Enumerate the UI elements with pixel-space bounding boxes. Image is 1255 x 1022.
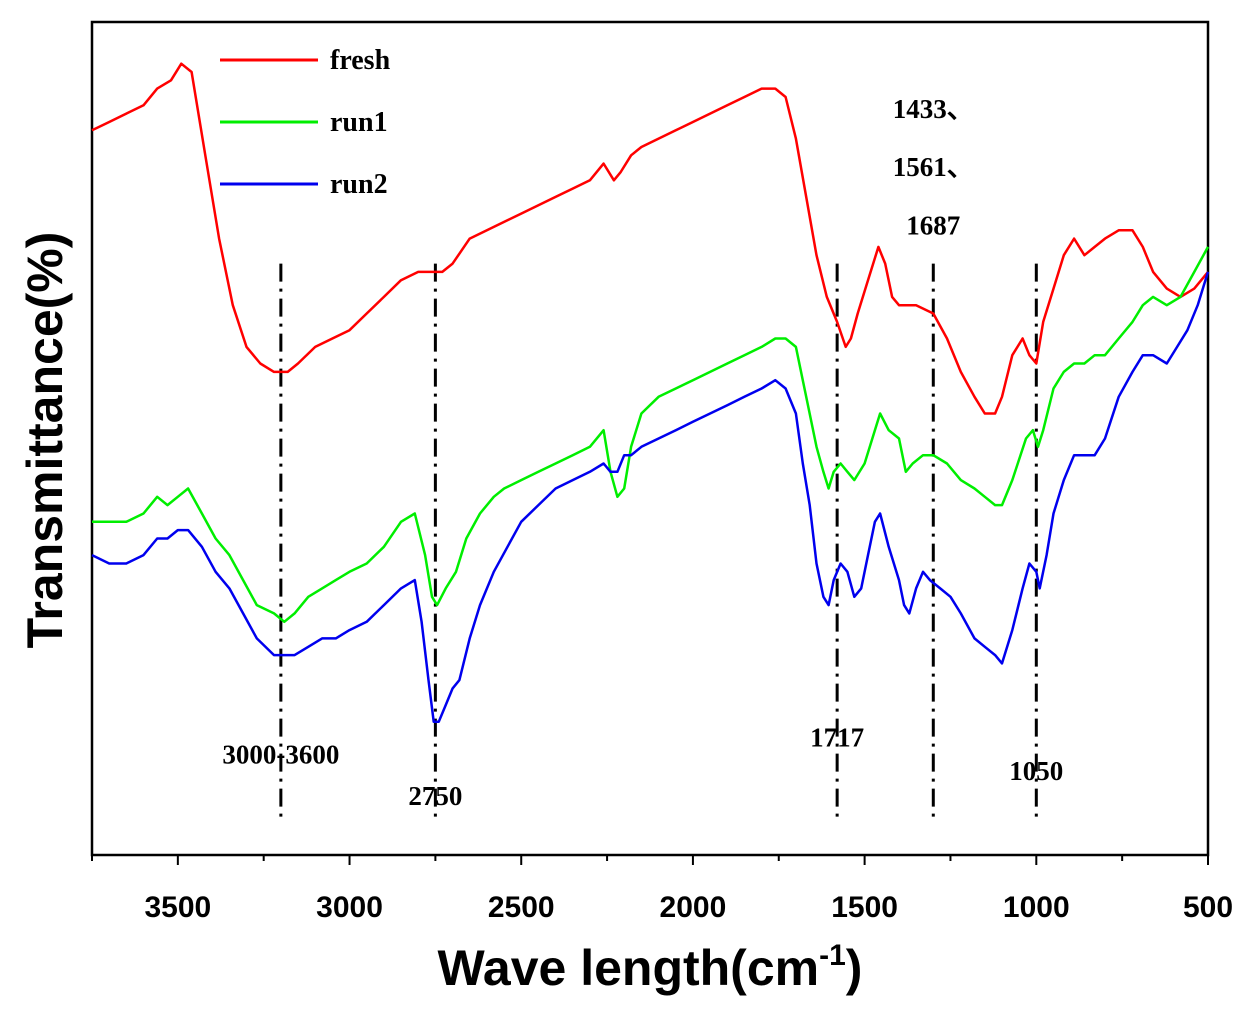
x-tick-label: 1000 — [1003, 891, 1070, 924]
x-tick-label: 2500 — [488, 891, 555, 924]
annotation-label: 2750 — [408, 781, 462, 811]
series-line-run1 — [92, 246, 1210, 624]
x-tick-label: 3500 — [144, 891, 211, 924]
y-axis-label: Transmittance(%) — [17, 232, 73, 649]
series-line-run2 — [91, 271, 1210, 723]
annotation-label: 1717 — [810, 723, 864, 753]
annotation-label: 1561、 — [893, 152, 974, 182]
legend-label-run2: run2 — [330, 169, 388, 200]
x-axis-label: Wave length(cm-1) — [438, 939, 863, 996]
annotation-label: 1433、 — [893, 94, 974, 124]
annotations: 3000-3600 2750 1717 1050 1433、 1561、 1687 — [222, 94, 1063, 811]
x-tick-label: 3000 — [316, 891, 383, 924]
series-layer — [91, 62, 1210, 723]
annotation-label: 1050 — [1009, 756, 1063, 786]
legend: fresh run1 run2 — [220, 45, 391, 200]
x-tick-label: 1500 — [831, 891, 898, 924]
plot-frame — [90, 20, 1210, 857]
reference-lines — [279, 263, 1038, 822]
legend-label-run1: run1 — [330, 107, 388, 138]
x-axis: 3500 3000 2500 2000 1500 1000 500 — [91, 855, 1233, 924]
series-line-fresh — [91, 62, 1209, 415]
x-tick-label: 500 — [1183, 891, 1233, 924]
x-tick-label: 2000 — [660, 891, 727, 924]
annotation-label: 3000-3600 — [222, 739, 339, 769]
annotation-label: 1687 — [906, 210, 960, 240]
legend-label-fresh: fresh — [330, 45, 391, 76]
